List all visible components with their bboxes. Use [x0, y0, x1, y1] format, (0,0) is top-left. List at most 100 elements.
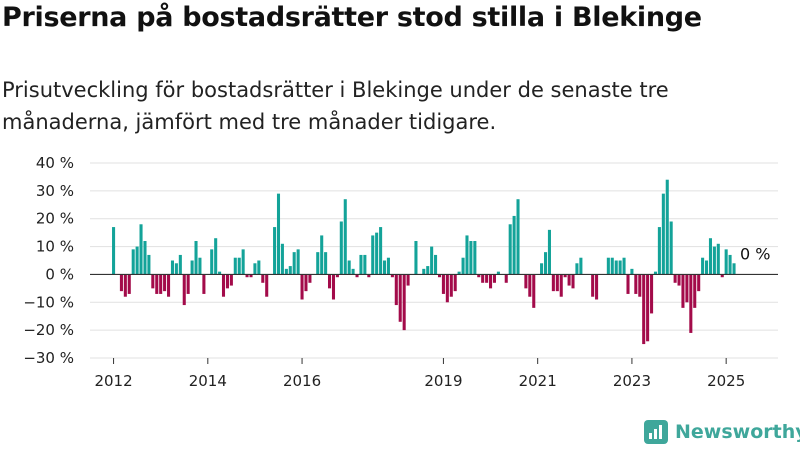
bar [210, 249, 214, 275]
bar [351, 268, 355, 275]
bar [151, 274, 155, 289]
bar [712, 246, 716, 275]
bar [261, 274, 265, 283]
bar [339, 221, 343, 275]
bar [461, 257, 465, 275]
bar-chart: −30 % −20 % −10 % 0 % 10 % 20 % 30 % 40 % 2012 20… [23, 154, 778, 390]
bar [292, 252, 296, 275]
bar [170, 260, 174, 275]
bar [492, 274, 496, 283]
bar [316, 252, 320, 275]
bar [638, 274, 642, 297]
bar [618, 260, 622, 275]
bar [288, 266, 292, 275]
bar [485, 274, 489, 283]
bar [685, 274, 689, 303]
bar [559, 274, 563, 297]
bar [304, 274, 308, 292]
bar [229, 274, 233, 286]
x-tick-label: 2012 [94, 372, 132, 390]
bar [547, 229, 551, 275]
bar [398, 274, 402, 322]
bar [296, 249, 300, 275]
bar [669, 221, 673, 275]
bar [284, 268, 288, 275]
bar [367, 274, 371, 278]
chart-subtitle: Prisutveckling för bostadsrätter i Bleki… [2, 78, 669, 134]
bar [135, 246, 139, 275]
bar [732, 263, 736, 275]
bar [402, 274, 406, 331]
bar [245, 274, 249, 278]
bar [516, 199, 520, 275]
bar [371, 235, 375, 275]
bar [327, 274, 332, 289]
bar [445, 274, 449, 303]
bar [540, 263, 544, 275]
bar [163, 274, 167, 292]
bar [606, 257, 610, 275]
bar [630, 268, 634, 275]
bar [595, 274, 599, 300]
bar [324, 252, 328, 275]
bar [532, 274, 536, 308]
bar [437, 274, 442, 278]
bar [406, 274, 410, 286]
x-tick-label: 2025 [707, 372, 745, 390]
y-tick-label: 0 % [45, 265, 74, 283]
bar [508, 224, 512, 275]
y-tick-label: −30 % [23, 349, 74, 367]
bar [657, 227, 661, 275]
bar [143, 241, 147, 275]
bar [441, 274, 445, 294]
x-tick-label: 2023 [613, 372, 651, 390]
bar [626, 274, 630, 294]
bar [355, 274, 359, 278]
bar [469, 241, 473, 275]
bar [453, 274, 457, 292]
bar [673, 274, 677, 283]
bar [308, 274, 312, 283]
bar [198, 257, 202, 275]
bar [123, 274, 127, 297]
bar [646, 274, 650, 342]
bar [280, 243, 284, 275]
bar [524, 274, 528, 289]
bar [194, 241, 198, 275]
bar [320, 235, 324, 275]
bar [473, 241, 477, 275]
y-tick-label: 20 % [36, 210, 74, 228]
bar [422, 268, 426, 275]
bar [677, 274, 681, 286]
bar [489, 274, 493, 289]
bar [119, 274, 123, 292]
bar [720, 274, 724, 278]
axes: −30 % −20 % −10 % 0 % 10 % 20 % 30 % 40 % 2012 20… [23, 154, 778, 390]
bar [551, 274, 555, 292]
bar [359, 254, 363, 275]
bar [331, 274, 336, 300]
bar [414, 241, 418, 275]
bar [221, 274, 226, 297]
bars [112, 179, 736, 345]
bar [430, 246, 434, 275]
bar [159, 274, 163, 294]
x-tick-label: 2016 [283, 372, 321, 390]
bar [174, 263, 178, 275]
bar [465, 235, 469, 275]
bar [112, 227, 116, 275]
bar [708, 238, 713, 275]
bar [504, 274, 508, 283]
bar [347, 260, 351, 275]
bar [241, 249, 245, 275]
bar [394, 274, 398, 306]
bar [716, 243, 720, 275]
bar [704, 260, 709, 275]
bar [375, 232, 379, 275]
bar-chart-icon [644, 420, 668, 444]
bar [642, 274, 646, 345]
bar [167, 274, 171, 297]
bar [579, 257, 583, 275]
bar [127, 274, 131, 294]
bar [477, 274, 481, 278]
